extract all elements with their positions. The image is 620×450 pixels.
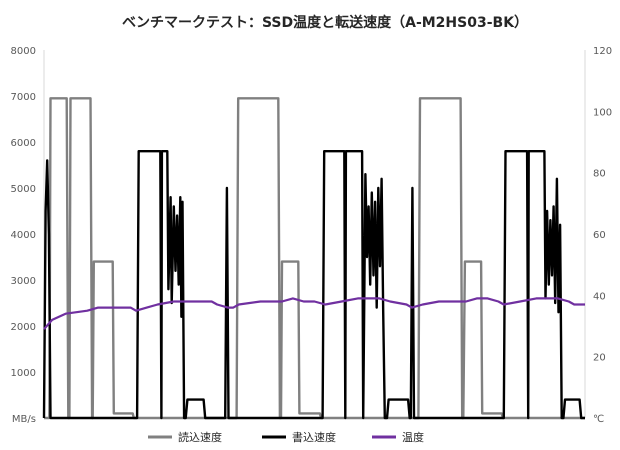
legend-label: 読込速度 [178, 430, 222, 444]
series-line-2 [42, 150, 585, 420]
left-tick-label: 6000 [11, 138, 36, 149]
left-tick-label: 1000 [11, 368, 36, 379]
right-axis-unit: ℃ [593, 414, 604, 425]
left-axis-unit: MB/s [12, 414, 36, 425]
legend-label: 温度 [402, 430, 424, 444]
right-tick-label: 60 [593, 230, 606, 241]
chart-title: ベンチマークテスト：SSD温度と転送速度（A-M2HS03-BK） [122, 14, 528, 31]
legend-label: 書込速度 [292, 430, 336, 444]
left-tick-label: 3000 [11, 276, 36, 287]
right-tick-label: 40 [593, 291, 606, 302]
left-tick-label: 2000 [11, 322, 36, 333]
series-line-3 [43, 297, 585, 330]
left-tick-label: 8000 [11, 46, 36, 57]
left-tick-label: 7000 [11, 92, 36, 103]
left-tick-label: 5000 [11, 184, 36, 195]
right-tick-label: 120 [593, 46, 612, 57]
series-line-1 [44, 97, 585, 420]
right-tick-label: 100 [593, 107, 612, 118]
right-tick-label: 20 [593, 353, 606, 364]
left-tick-label: 4000 [11, 230, 36, 241]
right-tick-label: 80 [593, 169, 606, 180]
